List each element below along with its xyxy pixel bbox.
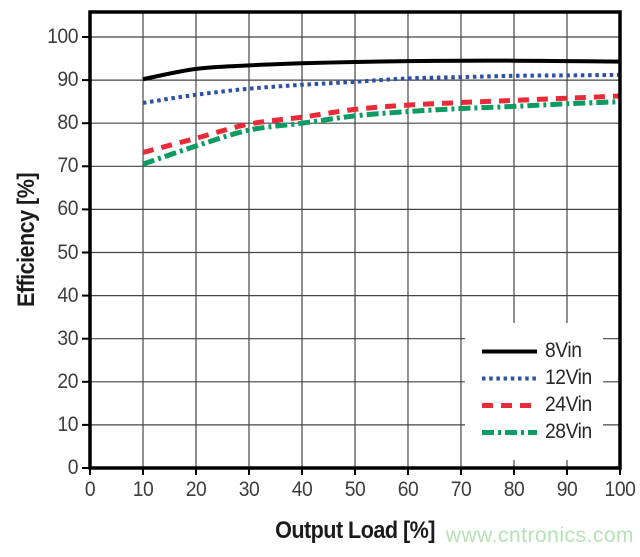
legend-label: 8Vin [545, 339, 582, 362]
series-24vin [142, 93, 621, 155]
legend-item-24vin: 24Vin [465, 392, 603, 419]
x-axis-label: Output Load [%] [275, 517, 435, 544]
series-8vin [142, 58, 621, 82]
y-tick-label: 100 [47, 25, 78, 48]
series-12vin [142, 72, 621, 105]
legend-item-12vin: 12Vin [465, 365, 603, 392]
legend-label: 12Vin [545, 366, 592, 389]
x-tick-label: 10 [132, 478, 154, 501]
x-tick-label: 80 [503, 478, 525, 501]
y-tick-label: 70 [57, 154, 78, 178]
y-axis-label: Efficiency [%] [13, 172, 40, 308]
y-tick-label: 20 [57, 369, 78, 393]
x-tick-label: 90 [556, 478, 578, 501]
legend-line-sample-solid [482, 349, 537, 353]
series-28vin [142, 99, 621, 167]
y-tick-label: 30 [57, 326, 78, 350]
y-tick-label: 80 [57, 111, 78, 135]
y-tick-label: 0 [67, 456, 79, 479]
plot-frame [88, 10, 622, 470]
y-tick-label: 10 [57, 412, 78, 436]
y-tick-label: 60 [57, 197, 78, 221]
legend-item-28vin: 28Vin [465, 419, 603, 446]
x-tick-label: 30 [238, 478, 260, 501]
legend-line-sample-dotted [482, 376, 537, 380]
legend-line-sample-dashed [482, 402, 537, 408]
chart-legend: 8Vin 12Vin 24Vin 28Vin [465, 323, 603, 460]
y-tick-label: 40 [57, 283, 78, 307]
x-tick-label: 40 [291, 478, 313, 501]
x-tick-label: 60 [397, 478, 419, 501]
legend-item-8vin: 8Vin [465, 338, 603, 365]
y-tick-label: 50 [57, 240, 78, 264]
x-tick-label: 20 [185, 478, 207, 501]
legend-label: 24Vin [545, 393, 592, 416]
x-tick-label: 100 [604, 478, 636, 501]
legend-line-sample-dashdot [482, 429, 537, 435]
y-tick-label: 90 [57, 68, 78, 92]
x-tick-label: 70 [450, 478, 472, 501]
gridlines [90, 12, 620, 468]
x-tick-label: 0 [84, 478, 96, 501]
legend-label: 28Vin [545, 420, 592, 443]
x-tick-label: 50 [344, 478, 366, 501]
watermark-text: www.cntronics.com [445, 524, 634, 547]
